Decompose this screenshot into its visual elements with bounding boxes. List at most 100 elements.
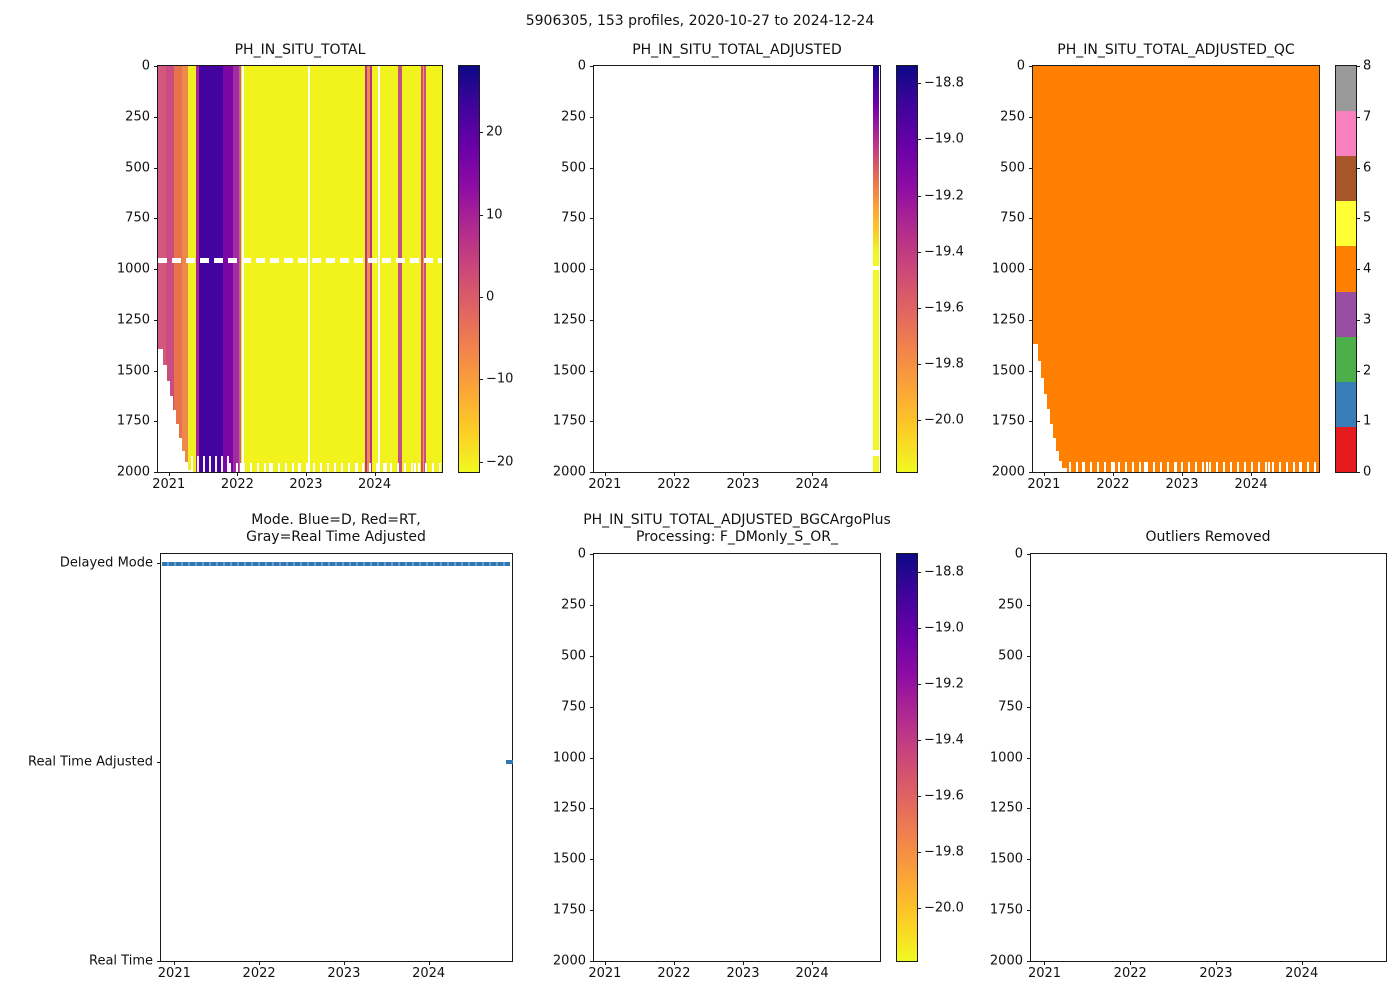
tick-mark <box>1356 319 1360 321</box>
tick-label: 500 <box>561 648 586 664</box>
tick-label: 1250 <box>116 312 150 328</box>
tick-label: −19.0 <box>924 131 964 147</box>
tick-mark <box>590 370 594 372</box>
tick-mark <box>812 961 814 965</box>
tick-label: 250 <box>561 597 586 613</box>
tick-mark <box>743 961 744 965</box>
tick-label: 1000 <box>552 261 586 277</box>
tick-mark <box>1027 706 1031 708</box>
real-time-adjusted-marker <box>506 760 513 764</box>
bottom-notches <box>229 463 442 472</box>
tick-label: −18.8 <box>924 75 964 91</box>
tick-label: Delayed Mode <box>59 555 153 571</box>
tick-label: −18.8 <box>924 564 964 579</box>
tick-label: −19.8 <box>924 844 964 860</box>
tick-label: 2023 <box>327 966 361 981</box>
delayed-mode-marker-line <box>162 562 510 566</box>
tick-label: 500 <box>125 160 150 175</box>
tick-label: 1250 <box>552 312 586 328</box>
tick-mark <box>590 269 594 270</box>
tick-mark <box>590 706 594 708</box>
tick-mark <box>917 627 921 629</box>
tick-label: 500 <box>561 160 586 175</box>
tick-label: 1 <box>1363 413 1372 429</box>
anomalous-profile-stripe <box>421 66 426 472</box>
tick-mark <box>673 472 675 476</box>
tick-mark <box>590 167 594 169</box>
heatmap-ph-in-situ-total: 2021 2022 2023 2024 0 250 500 750 1000 1250 1500 1… <box>117 60 443 491</box>
tick-label: 2024 <box>795 477 829 492</box>
tick-label: 0 <box>141 58 150 74</box>
tick-label: 0 <box>1014 546 1023 562</box>
missing-profile-gap <box>378 66 380 472</box>
missing-profile-gap <box>308 66 310 472</box>
tick-mark <box>1027 910 1031 912</box>
tick-label: 250 <box>998 597 1023 613</box>
tick-mark <box>590 554 594 555</box>
tick-label: 4 <box>1363 261 1372 277</box>
panel5-title-line1: PH_IN_SITU_TOTAL_ADJUSTED_BGCArgoPlus <box>583 512 891 528</box>
tick-mark <box>590 319 594 321</box>
tick-label: 10 <box>486 207 503 223</box>
tick-mark <box>1182 472 1183 476</box>
tick-label: −19.0 <box>924 620 964 636</box>
tick-label: 2000 <box>552 953 586 969</box>
tick-label: 2021 <box>1027 966 1062 981</box>
tick-mark <box>428 961 430 965</box>
tick-label: 3 <box>1363 312 1372 328</box>
qc-colorbar-segment <box>1336 156 1356 202</box>
tick-mark <box>917 307 921 309</box>
tick-mark <box>917 139 921 141</box>
tick-label: 2022 <box>220 477 254 492</box>
tick-label: −20.0 <box>924 412 964 428</box>
tick-mark <box>154 472 158 473</box>
tick-label: −19.6 <box>924 300 964 316</box>
qc-colorbar-segment <box>1336 336 1356 382</box>
tick-mark <box>917 419 921 421</box>
tick-mark <box>590 961 594 962</box>
heatmap-bgcargoplus-processing: 2021 2022 2023 2024 0 250 500 750 1000 1250 1500 1… <box>553 548 881 980</box>
tick-mark <box>917 683 921 685</box>
tick-mark <box>1027 554 1031 555</box>
tick-mark <box>1301 961 1303 965</box>
tick-label: 250 <box>125 109 150 125</box>
tick-mark <box>1027 859 1031 861</box>
tick-mark <box>673 961 675 965</box>
tick-mark <box>917 251 921 253</box>
tick-label: 1500 <box>989 851 1023 867</box>
panel6-title: Outliers Removed <box>1145 529 1271 545</box>
heatmap-field <box>158 66 442 472</box>
bottom-notches <box>1069 462 1319 472</box>
tick-mark <box>1043 472 1045 476</box>
tick-mark <box>590 604 594 606</box>
tick-mark <box>157 761 161 763</box>
tick-label: 1000 <box>552 750 586 765</box>
tick-label: 750 <box>561 210 586 226</box>
panel5-title-line2: Processing: F_DMonly_S_OR_ <box>635 529 839 545</box>
tick-mark <box>168 472 170 476</box>
tick-label: Real Time Adjusted <box>28 754 153 770</box>
mode-timeline-plot: 2021 2022 2023 2024 Delayed Mode Real Time A… <box>28 553 513 980</box>
tick-label: 750 <box>561 699 586 715</box>
data-gap-1000dbar <box>158 258 442 263</box>
tick-mark <box>590 655 594 657</box>
tick-mark <box>917 796 921 798</box>
tick-mark <box>1356 167 1360 169</box>
colorbar-bgcargoplus: −18.8 −19.0 −19.2 −19.4 −19.6 −19.8 −20.0 <box>896 553 964 962</box>
tick-mark <box>1356 66 1360 67</box>
qc-colorbar-segment <box>1336 111 1356 157</box>
tick-mark <box>590 859 594 861</box>
tick-mark <box>479 379 483 381</box>
tick-label: 20 <box>486 124 503 140</box>
bottom-gap <box>873 450 879 456</box>
tick-label: Real Time <box>89 953 153 969</box>
bottom-gaps <box>191 456 229 472</box>
qc-colorbar-segment <box>1336 246 1356 292</box>
tick-label: 2021 <box>1027 477 1061 492</box>
tick-label: 2024 <box>795 966 829 981</box>
tick-label: 2022 <box>1096 477 1130 492</box>
figure-suptitle: 5906305, 153 profiles, 2020-10-27 to 202… <box>525 13 875 29</box>
tick-label: 1500 <box>552 851 586 867</box>
tick-label: 1500 <box>552 363 586 378</box>
tick-mark <box>1027 757 1031 759</box>
